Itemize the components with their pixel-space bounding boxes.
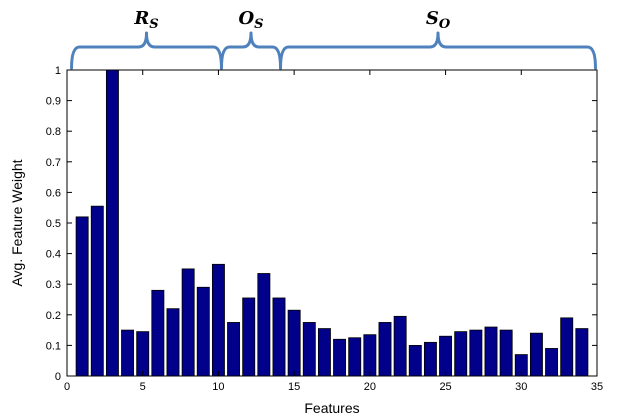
bar-feature-4	[122, 330, 134, 376]
y-tick-label-0-8: 0.8	[46, 126, 61, 138]
bar-feature-20	[364, 335, 376, 376]
bar-feature-31	[530, 333, 542, 376]
x-tick-label-0: 0	[64, 381, 70, 393]
y-tick-label-0-4: 0.4	[46, 249, 61, 261]
bar-feature-15	[288, 310, 300, 376]
y-tick-label-0-9: 0.9	[46, 96, 61, 108]
bar-feature-12	[243, 298, 255, 376]
bars-group	[76, 70, 588, 376]
group-label-1: RS	[133, 8, 158, 32]
y-tick-label-0-2: 0.2	[46, 310, 61, 322]
x-tick-label-10: 10	[212, 381, 224, 393]
x-tick-label-35: 35	[591, 381, 603, 393]
bar-feature-14	[273, 298, 285, 376]
group-label-subscript: O	[439, 17, 451, 32]
y-tick-label-0-1: 0.1	[46, 340, 61, 352]
x-tick-label-25: 25	[439, 381, 451, 393]
bar-feature-11	[228, 322, 240, 376]
bar-feature-5	[137, 332, 149, 376]
bar-feature-33	[561, 318, 573, 376]
bar-feature-34	[576, 329, 588, 376]
x-tick-label-5: 5	[140, 381, 146, 393]
bar-feature-29	[500, 330, 512, 376]
bar-feature-28	[485, 327, 497, 376]
plot-area-frame	[67, 70, 597, 376]
group-label-main: O	[238, 8, 254, 29]
group-bracket-3	[281, 33, 596, 68]
group-bracket-2	[221, 33, 280, 68]
bar-feature-13	[258, 273, 270, 376]
group-label-subscript: S	[149, 17, 158, 32]
bar-feature-26	[455, 332, 467, 376]
bar-feature-27	[470, 330, 482, 376]
group-label-3: SO	[426, 8, 451, 32]
bar-feature-19	[349, 338, 361, 376]
y-tick-label-0-5: 0.5	[46, 218, 61, 230]
x-axis-label: Features	[304, 400, 359, 416]
bar-feature-22	[394, 316, 406, 376]
x-tick-label-15: 15	[288, 381, 300, 393]
bar-feature-1	[76, 217, 88, 376]
bar-feature-3	[106, 70, 118, 376]
group-label-2: OS	[238, 8, 263, 32]
bar-feature-8	[182, 269, 194, 376]
group-label-main: S	[426, 8, 439, 29]
group-label-subscript: S	[254, 17, 263, 32]
y-axis-label: Avg. Feature Weight	[9, 159, 25, 286]
y-tick-label-0-6: 0.6	[46, 187, 61, 199]
bar-feature-16	[303, 322, 315, 376]
y-tick-label-1: 1	[55, 65, 61, 77]
bar-feature-24	[424, 342, 436, 376]
bar-feature-10	[212, 264, 224, 376]
bar-feature-17	[318, 329, 330, 376]
bar-feature-21	[379, 322, 391, 376]
group-label-main: R	[133, 8, 149, 29]
bar-feature-32	[546, 348, 558, 376]
bar-feature-2	[91, 206, 103, 376]
y-tick-label-0: 0	[55, 371, 61, 383]
bar-feature-6	[152, 290, 164, 376]
bar-feature-23	[409, 345, 421, 376]
x-tick-label-20: 20	[364, 381, 376, 393]
y-tick-label-0-3: 0.3	[46, 279, 61, 291]
feature-group-brackets: RS OS SO	[72, 8, 596, 68]
bar-feature-25	[440, 336, 452, 376]
bar-feature-7	[167, 309, 179, 376]
group-bracket-1	[72, 33, 222, 68]
y-tick-label-0-7: 0.7	[46, 157, 61, 169]
bar-feature-18	[334, 339, 346, 376]
x-tick-label-30: 30	[515, 381, 527, 393]
bar-feature-9	[197, 287, 209, 376]
